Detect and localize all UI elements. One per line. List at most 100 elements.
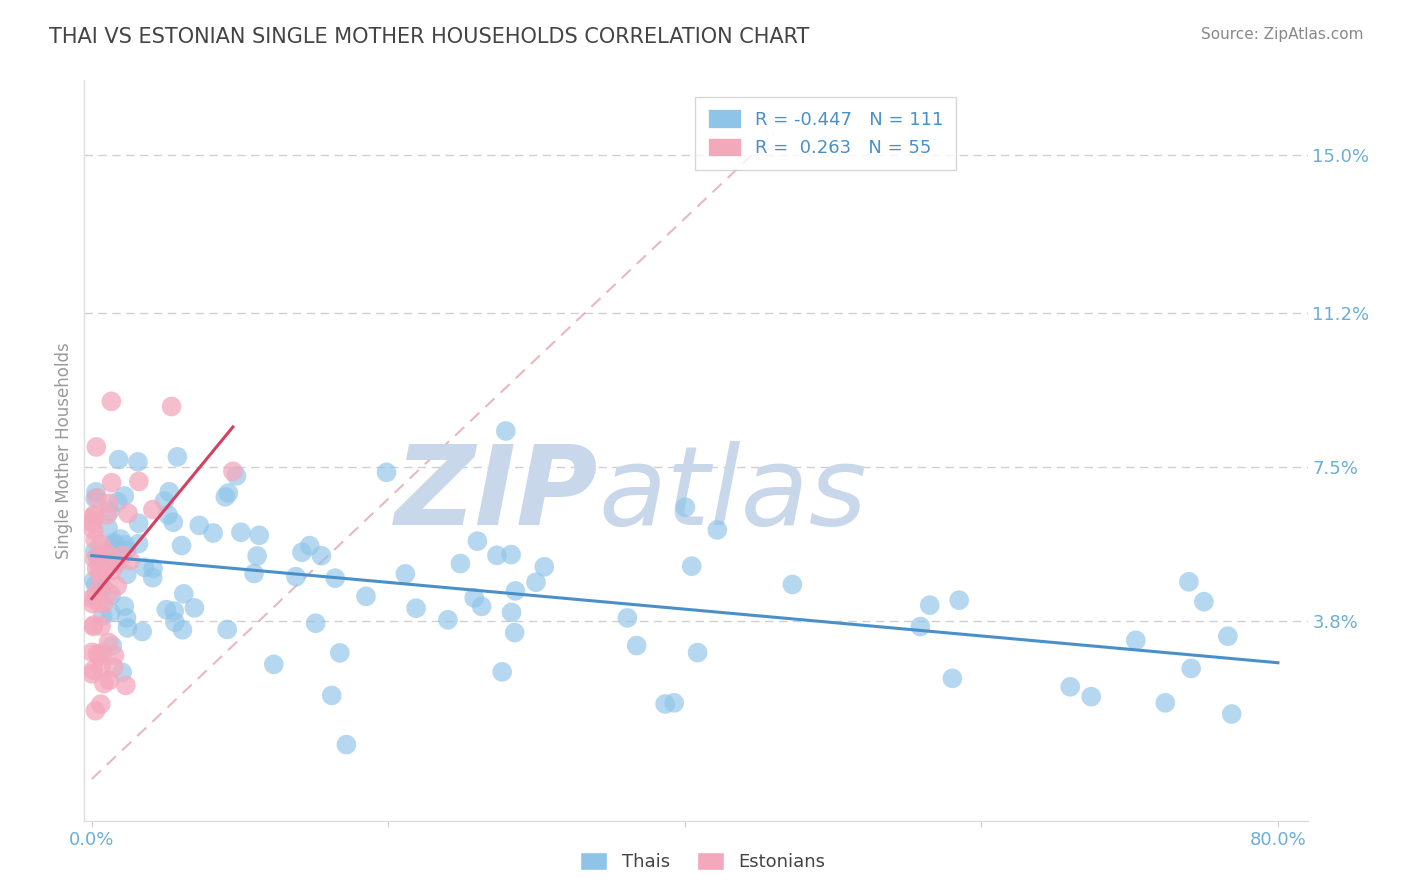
Point xyxy=(83,523,105,537)
Point xyxy=(686,646,709,660)
Point xyxy=(1154,696,1177,710)
Point xyxy=(98,504,121,518)
Point xyxy=(782,577,804,591)
Point xyxy=(107,452,129,467)
Text: ZIP: ZIP xyxy=(395,442,598,549)
Point xyxy=(626,639,648,653)
Point xyxy=(84,491,107,506)
Point xyxy=(97,521,120,535)
Point xyxy=(100,475,122,490)
Point xyxy=(247,528,270,542)
Point xyxy=(101,564,124,578)
Point xyxy=(298,539,321,553)
Point xyxy=(291,545,314,559)
Point xyxy=(89,649,111,664)
Point xyxy=(100,588,122,602)
Point xyxy=(84,578,107,592)
Point xyxy=(304,616,326,631)
Point xyxy=(173,587,195,601)
Point xyxy=(117,621,139,635)
Point xyxy=(354,590,377,604)
Point xyxy=(1178,574,1201,589)
Point xyxy=(128,475,150,489)
Point xyxy=(112,489,135,503)
Point xyxy=(467,534,489,549)
Point xyxy=(91,609,114,624)
Point xyxy=(243,566,266,581)
Point xyxy=(104,555,127,569)
Point xyxy=(183,601,205,615)
Y-axis label: Single Mother Households: Single Mother Households xyxy=(55,343,73,558)
Point xyxy=(87,595,110,609)
Point xyxy=(90,558,112,572)
Point xyxy=(948,593,970,607)
Point xyxy=(89,563,111,577)
Point xyxy=(188,518,211,533)
Point xyxy=(98,673,121,688)
Point xyxy=(83,618,105,632)
Point xyxy=(84,484,107,499)
Point xyxy=(214,490,236,504)
Legend: Thais, Estonians: Thais, Estonians xyxy=(574,845,832,879)
Point xyxy=(162,515,184,529)
Point xyxy=(80,666,103,681)
Point xyxy=(107,495,129,509)
Text: atlas: atlas xyxy=(598,442,866,549)
Point xyxy=(134,560,156,574)
Point xyxy=(437,613,460,627)
Point xyxy=(471,599,494,614)
Point xyxy=(115,543,138,558)
Point xyxy=(111,665,134,680)
Point xyxy=(142,571,165,585)
Point xyxy=(1180,661,1202,675)
Point xyxy=(616,611,638,625)
Point xyxy=(84,588,107,602)
Point xyxy=(111,549,134,563)
Point xyxy=(112,599,135,614)
Text: THAI VS ESTONIAN SINGLE MOTHER HOUSEHOLDS CORRELATION CHART: THAI VS ESTONIAN SINGLE MOTHER HOUSEHOLD… xyxy=(49,27,810,46)
Point xyxy=(91,646,114,660)
Point xyxy=(128,516,150,531)
Point xyxy=(155,602,177,616)
Point xyxy=(163,615,186,630)
Point xyxy=(941,671,963,685)
Point xyxy=(80,645,103,659)
Point xyxy=(329,646,352,660)
Point xyxy=(89,549,111,564)
Point xyxy=(263,657,285,672)
Point xyxy=(120,554,142,568)
Point xyxy=(97,635,120,649)
Legend: R = -0.447   N = 111, R =  0.263   N = 55: R = -0.447 N = 111, R = 0.263 N = 55 xyxy=(696,96,956,169)
Point xyxy=(170,539,193,553)
Point xyxy=(157,508,180,522)
Point xyxy=(157,484,180,499)
Point xyxy=(229,525,252,540)
Point xyxy=(86,647,108,661)
Point xyxy=(103,648,125,663)
Point xyxy=(675,500,697,515)
Point xyxy=(89,579,111,593)
Point xyxy=(217,486,239,500)
Point xyxy=(100,606,122,620)
Point xyxy=(103,538,125,552)
Point xyxy=(225,468,247,483)
Point xyxy=(103,535,125,549)
Point xyxy=(910,619,932,633)
Point xyxy=(172,623,194,637)
Point xyxy=(1059,680,1081,694)
Point xyxy=(335,738,357,752)
Point xyxy=(160,400,183,414)
Point xyxy=(1125,633,1147,648)
Point xyxy=(503,625,526,640)
Point xyxy=(97,496,120,510)
Point xyxy=(681,559,703,574)
Point xyxy=(84,533,107,547)
Point xyxy=(654,697,676,711)
Point xyxy=(163,604,186,618)
Point xyxy=(84,440,107,454)
Point xyxy=(100,394,122,409)
Text: Source: ZipAtlas.com: Source: ZipAtlas.com xyxy=(1201,27,1364,42)
Point xyxy=(491,665,513,679)
Point xyxy=(485,549,508,563)
Point xyxy=(83,544,105,558)
